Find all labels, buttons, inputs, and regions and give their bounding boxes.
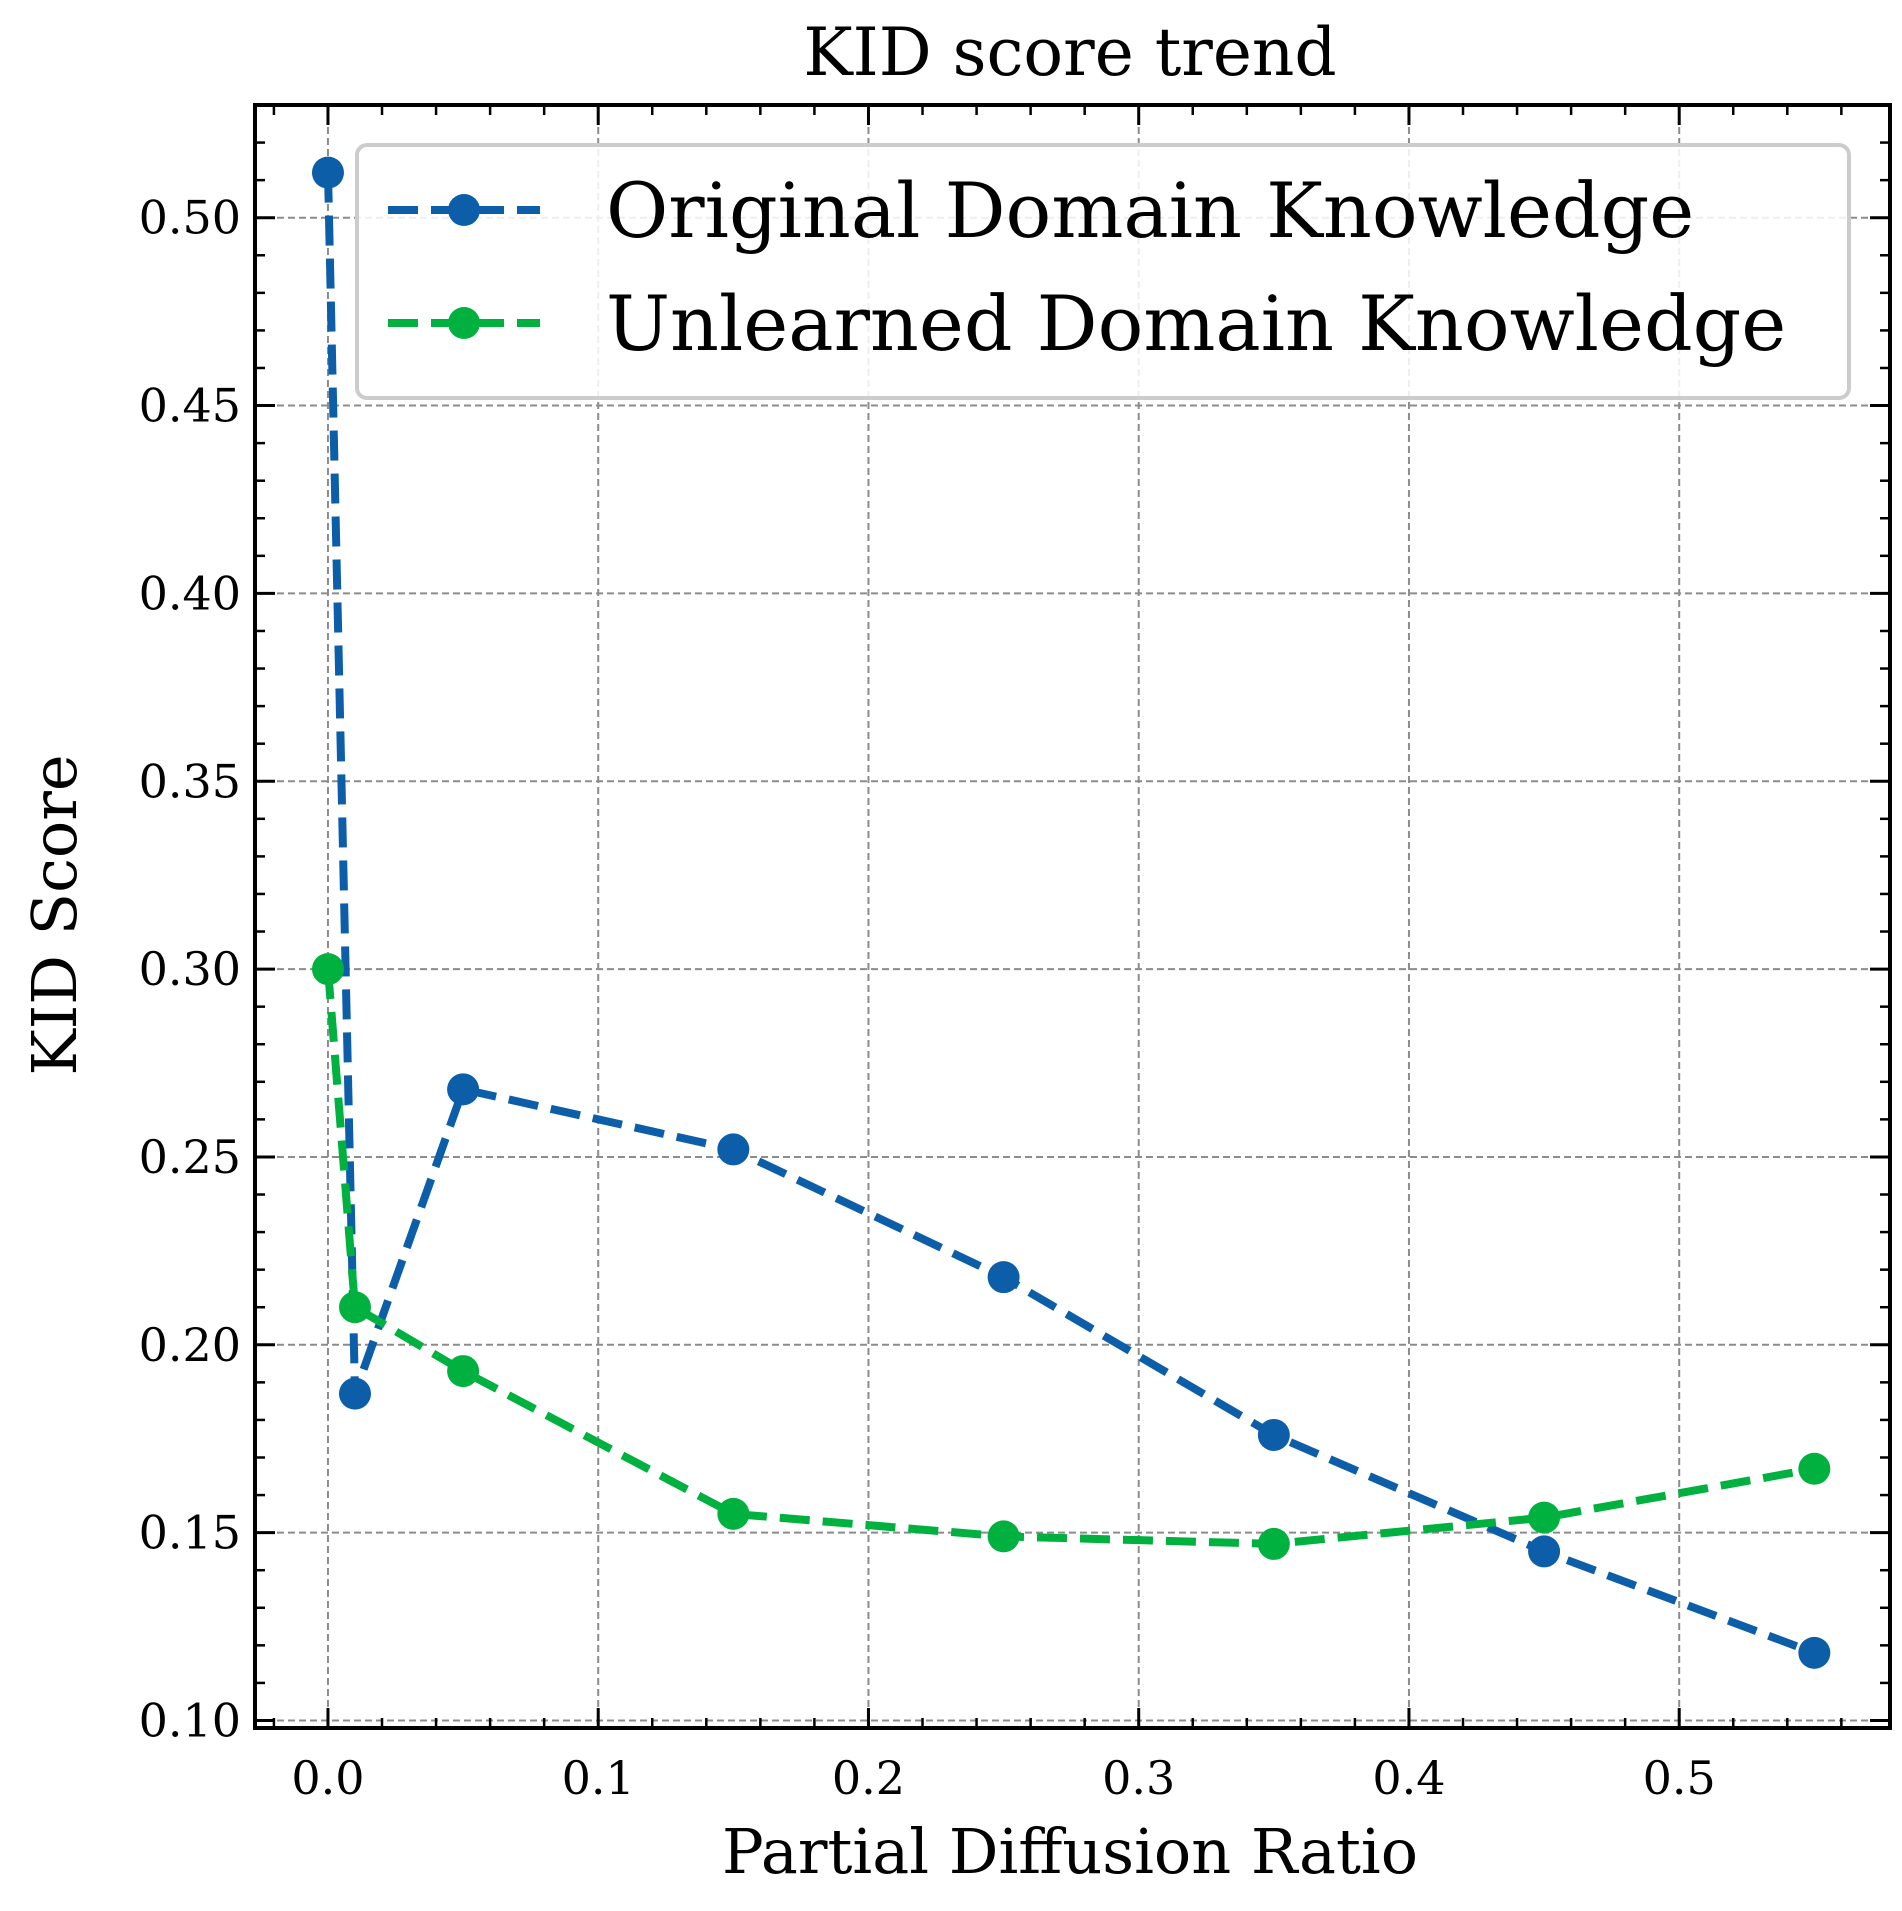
y-tick-label: 0.45 (139, 379, 241, 433)
y-tick-label: 0.10 (139, 1693, 241, 1747)
series-layer (311, 156, 1831, 1669)
legend: Original Domain Knowledge Unlearned Domai… (355, 143, 1851, 400)
series-1-point (987, 1261, 1020, 1294)
series-2-point (311, 953, 344, 986)
x-tick-label: 0.5 (1643, 1751, 1716, 1805)
series-2-point (338, 1291, 371, 1324)
y-tick-label: 0.35 (139, 754, 241, 808)
x-tick-label: 0.2 (832, 1751, 905, 1805)
x-tick-label: 0.4 (1372, 1751, 1445, 1805)
series-1-point (1798, 1636, 1831, 1669)
legend-box (355, 143, 1851, 400)
series-2-point (1528, 1501, 1561, 1534)
series-2-point (447, 1355, 480, 1388)
y-tick-label: 0.30 (139, 942, 241, 996)
x-tick-label: 0.0 (291, 1751, 364, 1805)
chart-title: KID score trend (803, 14, 1336, 91)
series-1-point (1528, 1535, 1561, 1568)
series-line-1 (324, 172, 1816, 1657)
series-1-point (1257, 1418, 1290, 1451)
series-2-point (987, 1520, 1020, 1553)
legend-marker-2 (448, 307, 480, 339)
y-axis-title: KID Score (18, 754, 91, 1075)
x-tick-label: 0.1 (562, 1751, 635, 1805)
series-line-2 (324, 968, 1816, 1548)
x-axis-title: Partial Diffusion Ratio (722, 1815, 1418, 1888)
series-1-point (447, 1073, 480, 1106)
tick-labels: 0.0 0.1 0.2 0.3 0.4 0.5 0.10 0.15 0.20 0.25 0.30 0.… (139, 191, 1716, 1805)
series-2-point (717, 1497, 750, 1530)
axes (253, 103, 1892, 1730)
series-1-point (338, 1377, 371, 1410)
plot-frame (253, 103, 1892, 1730)
y-tick-label: 0.50 (139, 191, 241, 245)
x-tick-label: 0.3 (1102, 1751, 1175, 1805)
legend-label-1: Original Domain Knowledge (606, 166, 1694, 255)
y-tick-label: 0.25 (139, 1130, 241, 1184)
series-1-point (717, 1133, 750, 1166)
legend-marker-1 (448, 194, 480, 226)
series-2-point (1257, 1527, 1290, 1560)
series-2-point (1798, 1452, 1831, 1485)
y-tick-label: 0.40 (139, 566, 241, 620)
y-tick-label: 0.15 (139, 1506, 241, 1560)
y-tick-label: 0.20 (139, 1318, 241, 1372)
series-1-point (311, 156, 344, 189)
legend-label-2: Unlearned Domain Knowledge (606, 279, 1786, 368)
